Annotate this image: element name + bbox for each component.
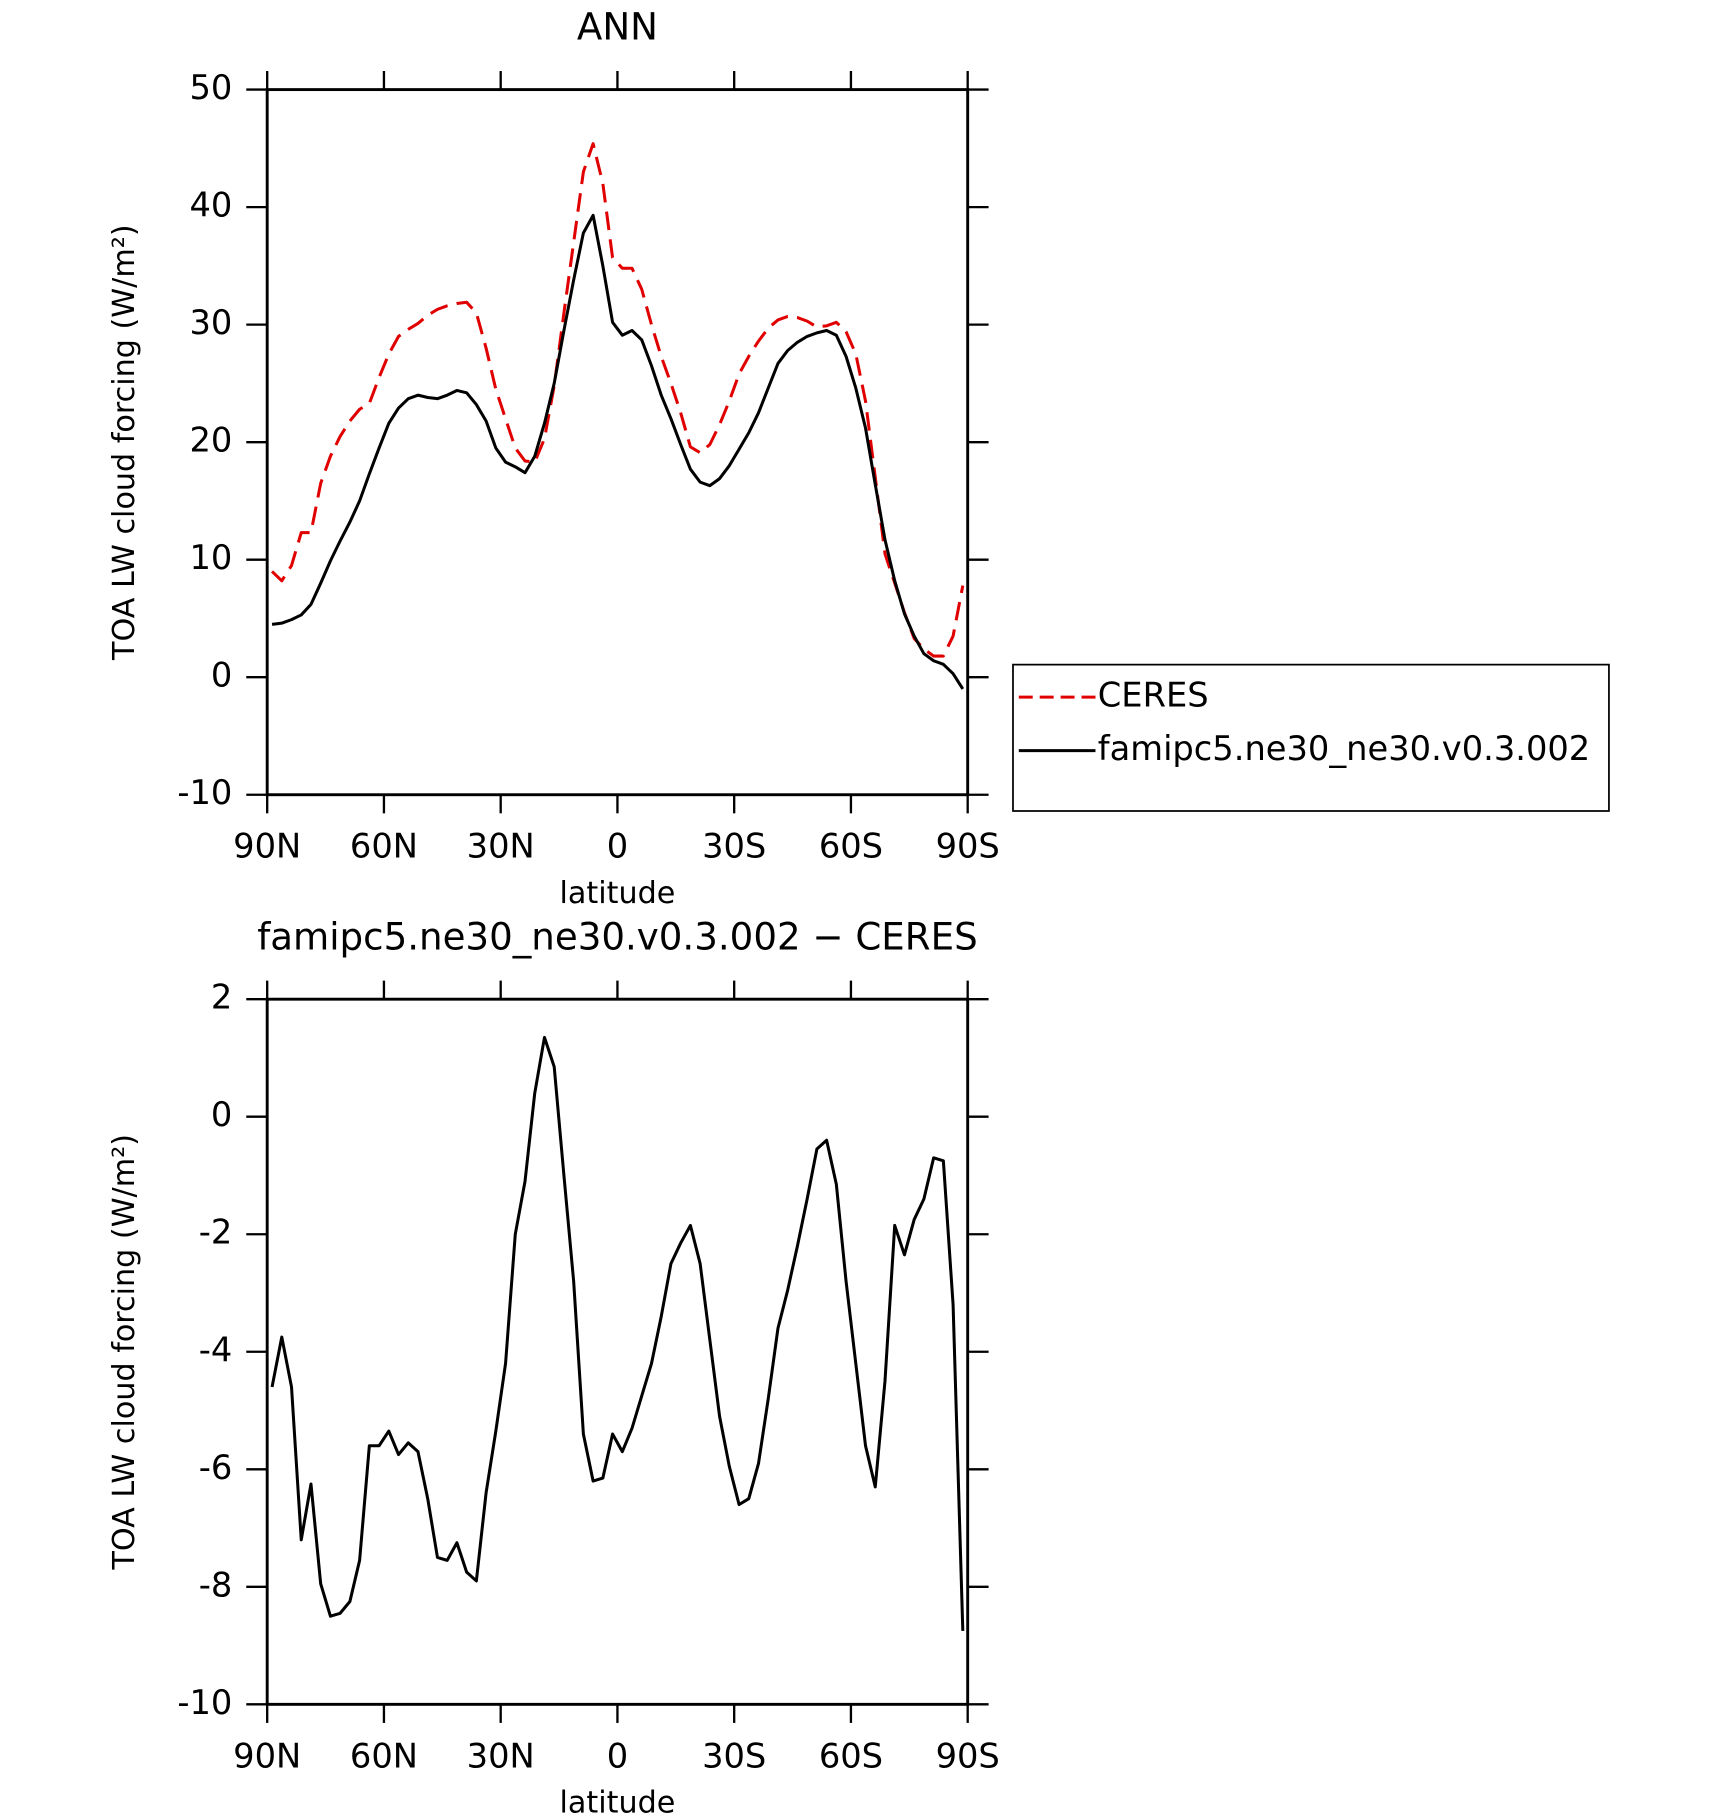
- plot-frame: [265, 88, 970, 797]
- chart-title: famipc5.ne30_ne30.v0.3.002 − CERES: [257, 914, 977, 958]
- legend: CERES famipc5.ne30_ne30.v0.3.002: [1012, 663, 1610, 812]
- y-tick-label: -10: [177, 1683, 232, 1722]
- legend-label: famipc5.ne30_ne30.v0.3.002: [1098, 729, 1590, 768]
- legend-box: [1012, 663, 1610, 812]
- data-line: [270, 1035, 965, 1631]
- x-tick-label: 90N: [233, 1736, 301, 1775]
- x-tick-label: 90S: [936, 827, 1000, 866]
- y-tick-label: -2: [199, 1213, 233, 1252]
- y-tick-label: 50: [189, 68, 232, 107]
- y-tick-label: -4: [199, 1330, 233, 1369]
- y-tick-label: 30: [189, 303, 232, 342]
- legend-label: CERES: [1098, 676, 1209, 715]
- x-tick-label: 30S: [702, 827, 766, 866]
- x-tick-label: 90N: [233, 827, 301, 866]
- chart-title: ANN: [577, 5, 658, 49]
- y-tick-label: -8: [199, 1565, 233, 1604]
- x-tick-label: 0: [607, 1736, 628, 1775]
- y-tick-label: 2: [211, 978, 232, 1017]
- x-tick-label: 60S: [819, 1736, 883, 1775]
- y-axis-label: TOA LW cloud forcing (W/m²): [107, 224, 142, 661]
- x-tick-label: 60N: [350, 827, 418, 866]
- x-axis-label: latitude: [560, 1786, 676, 1816]
- x-tick-label: 30N: [467, 1736, 535, 1775]
- x-tick-label: 30N: [467, 827, 535, 866]
- x-tick-label: 0: [607, 827, 628, 866]
- x-tick-label: 30S: [702, 1736, 766, 1775]
- x-tick-label: 90S: [936, 1736, 1000, 1775]
- plot-frame: [265, 997, 970, 1706]
- x-tick-label: 60N: [350, 1736, 418, 1775]
- y-tick-label: 0: [211, 1095, 232, 1134]
- y-tick-label: 10: [189, 538, 232, 577]
- y-axis-label: TOA LW cloud forcing (W/m²): [107, 1134, 142, 1571]
- y-tick-label: 0: [211, 656, 232, 695]
- y-tick-label: -6: [199, 1448, 233, 1487]
- x-tick-label: 60S: [819, 827, 883, 866]
- y-tick-label: 20: [189, 421, 232, 460]
- y-tick-label: -10: [177, 773, 232, 812]
- x-axis-label: latitude: [560, 876, 676, 911]
- y-tick-label: 40: [189, 186, 232, 225]
- data-line: [271, 213, 965, 690]
- data-line: [271, 142, 965, 658]
